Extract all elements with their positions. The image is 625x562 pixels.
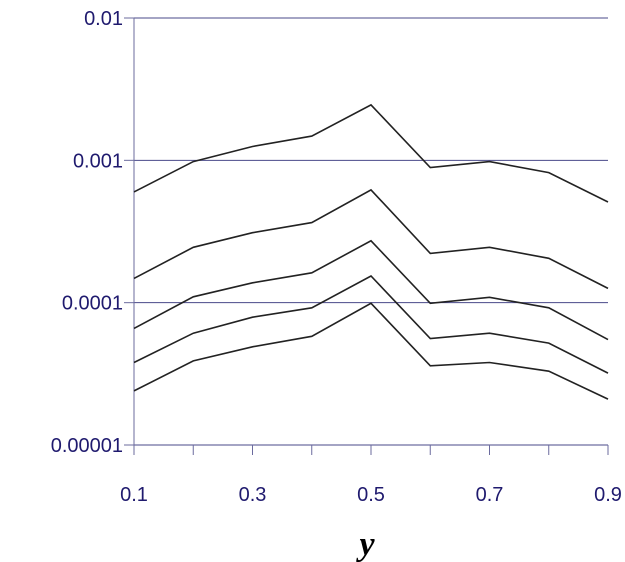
y-tick-label: 0.01 (84, 8, 123, 30)
series-line-1 (133, 103, 609, 203)
series-line-3 (133, 239, 609, 341)
axes (124, 17, 609, 455)
series-line-4 (133, 275, 609, 374)
y-tick-label: 0.001 (73, 150, 123, 172)
series-line-5 (133, 302, 609, 400)
series-line-2 (133, 188, 609, 290)
y-tick-labels: 0.00001 0.0001 0.001 0.01 (51, 8, 123, 457)
x-tick-label: 0.9 (594, 484, 622, 506)
x-tick-label: 0.3 (239, 484, 267, 506)
x-axis-label: y (355, 526, 375, 562)
y-tick-label: 0.0001 (62, 293, 123, 315)
gridlines (134, 17, 608, 446)
x-tick-labels: 0.1 0.3 0.5 0.7 0.9 (120, 484, 622, 506)
x-tick-label: 0.7 (476, 484, 504, 506)
y-tick-label: 0.00001 (51, 435, 123, 457)
series-lines (133, 103, 609, 400)
x-tick-label: 0.5 (357, 484, 385, 506)
x-tick-label: 0.1 (120, 484, 148, 506)
